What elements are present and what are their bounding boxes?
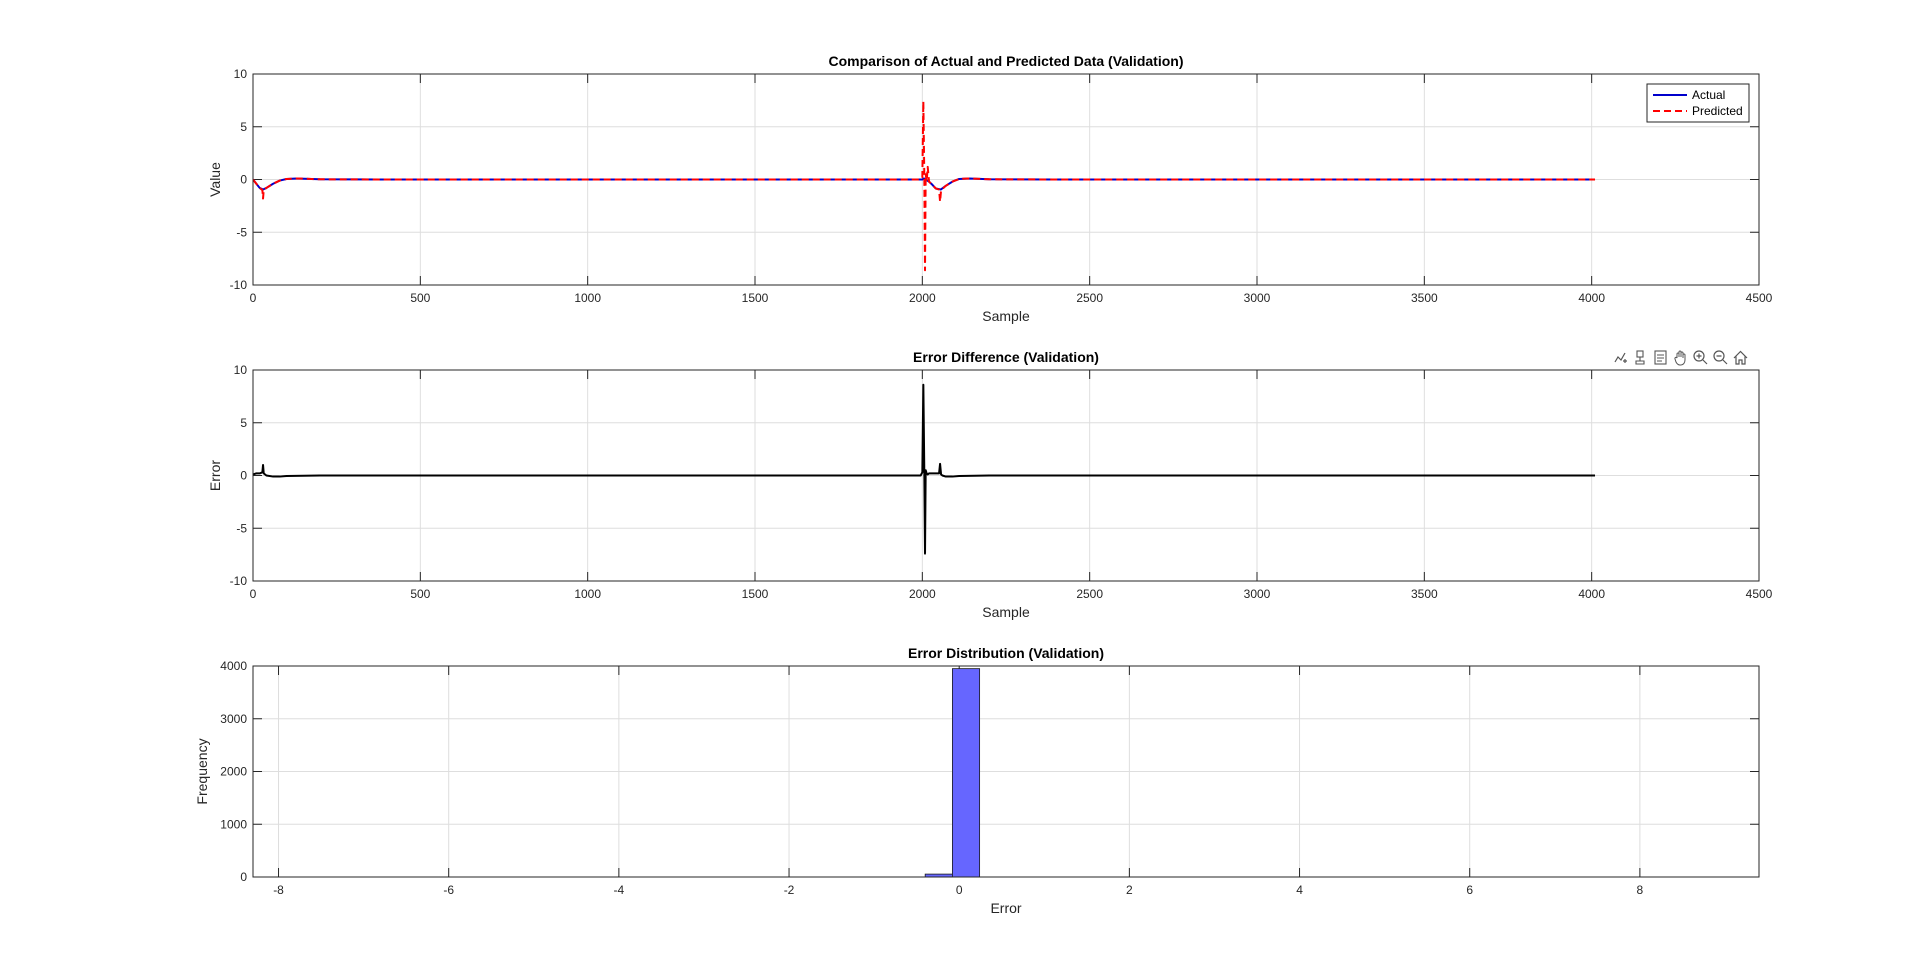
axes-error-difference[interactable]: 0 500 1000 1500 2000 2500 3000 3500 4000 4500 -10 -… xyxy=(207,349,1773,620)
y-tick-label: -5 xyxy=(236,225,247,239)
zoom-in-icon[interactable] xyxy=(1692,349,1709,366)
x-tick-label: 2000 xyxy=(909,291,936,305)
x-tick-label: 3000 xyxy=(1244,291,1271,305)
y-tick-label: 3000 xyxy=(220,712,247,726)
data-tip-icon[interactable] xyxy=(1652,349,1669,366)
y-tick-label: 10 xyxy=(234,363,248,377)
y-axis-label: Error xyxy=(207,460,223,491)
axes-frame xyxy=(252,73,1760,286)
x-tick-label: 0 xyxy=(956,883,963,897)
x-tick-label: 4000 xyxy=(1578,587,1605,601)
y-tick-label: 0 xyxy=(240,173,247,187)
y-tick-label: 5 xyxy=(240,416,247,430)
y-axis-label: Frequency xyxy=(194,738,210,804)
x-tick-label: 2500 xyxy=(1076,291,1103,305)
legend[interactable]: Actual Predicted xyxy=(1646,83,1750,123)
y-tick-label: -10 xyxy=(230,574,248,588)
data-layer xyxy=(924,668,981,877)
y-tick-label: 10 xyxy=(234,67,248,81)
y-tick-label: 0 xyxy=(240,469,247,483)
chart-title: Error Difference (Validation) xyxy=(913,349,1099,365)
series-line-error xyxy=(253,383,1596,555)
y-tick-label: -10 xyxy=(230,278,248,292)
series-line-predicted xyxy=(253,100,1596,272)
x-tick-label: 0 xyxy=(250,291,257,305)
y-axis-label: Value xyxy=(207,162,223,197)
x-tick-label: 4 xyxy=(1296,883,1303,897)
axes-error-distribution[interactable]: -8 -6 -4 -2 0 2 4 6 8 0 1000 2000 3000 4000 Error Dist… xyxy=(194,645,1760,916)
pan-icon[interactable] xyxy=(1672,349,1689,366)
histogram-bar xyxy=(951,668,981,877)
legend-entry: Actual xyxy=(1692,88,1725,102)
y-tick-label: 1000 xyxy=(220,817,247,831)
x-tick-label: 500 xyxy=(410,587,430,601)
y-tick-label: 2000 xyxy=(220,765,247,779)
axes-frame xyxy=(252,369,1760,582)
home-icon[interactable] xyxy=(1732,349,1749,366)
chart-title: Error Distribution (Validation) xyxy=(908,645,1104,661)
x-tick-label: 6 xyxy=(1466,883,1473,897)
data-layer xyxy=(253,383,1596,555)
x-tick-label: 4500 xyxy=(1746,587,1773,601)
x-tick-label: 3000 xyxy=(1244,587,1271,601)
x-tick-label: 4000 xyxy=(1578,291,1605,305)
y-tick-label: -5 xyxy=(236,521,247,535)
y-tick-label: 4000 xyxy=(220,659,247,673)
axes-comparison[interactable]: 0 500 1000 1500 2000 2500 3000 3500 4000 4500 -10 -… xyxy=(207,53,1773,324)
x-tick-label: 2500 xyxy=(1076,587,1103,601)
x-tick-label: -2 xyxy=(784,883,795,897)
brush-icon[interactable] xyxy=(1632,349,1649,366)
x-axis-label: Sample xyxy=(982,604,1030,620)
x-tick-label: 1000 xyxy=(574,291,601,305)
x-tick-label: 4500 xyxy=(1746,291,1773,305)
chart-title: Comparison of Actual and Predicted Data … xyxy=(829,53,1184,69)
x-tick-label: 500 xyxy=(410,291,430,305)
x-tick-label: -4 xyxy=(614,883,625,897)
x-tick-label: 2000 xyxy=(909,587,936,601)
zoom-out-icon[interactable] xyxy=(1712,349,1729,366)
x-axis-label: Sample xyxy=(982,308,1030,324)
export-icon[interactable] xyxy=(1612,349,1629,366)
x-tick-label: -6 xyxy=(443,883,454,897)
x-tick-label: 2 xyxy=(1126,883,1133,897)
x-tick-label: 3500 xyxy=(1411,291,1438,305)
x-tick-label: 1000 xyxy=(574,587,601,601)
x-axis-label: Error xyxy=(990,900,1021,916)
axes-frame xyxy=(252,665,1760,878)
y-tick-label: 5 xyxy=(240,120,247,134)
axes-toolbar xyxy=(1612,347,1749,367)
legend-box xyxy=(1646,83,1750,123)
x-tick-label: 1500 xyxy=(742,291,769,305)
data-layer xyxy=(253,100,1596,272)
x-tick-label: 8 xyxy=(1637,883,1644,897)
x-tick-label: 1500 xyxy=(742,587,769,601)
x-tick-label: 0 xyxy=(250,587,257,601)
x-tick-label: -8 xyxy=(273,883,284,897)
y-tick-label: 0 xyxy=(240,870,247,884)
x-tick-label: 3500 xyxy=(1411,587,1438,601)
legend-entry: Predicted xyxy=(1692,104,1743,118)
